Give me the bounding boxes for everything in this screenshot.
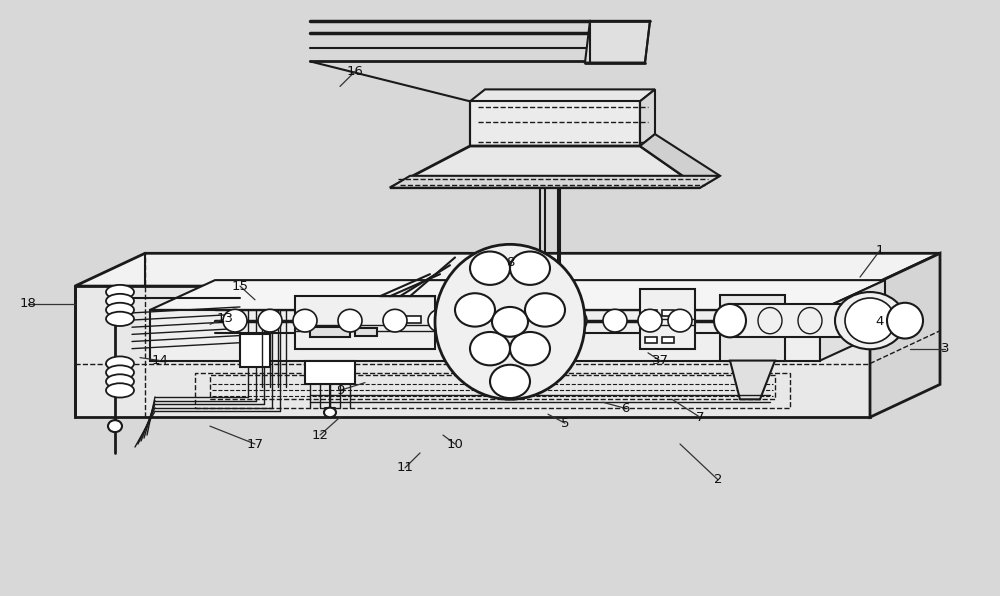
Polygon shape xyxy=(150,280,885,310)
Ellipse shape xyxy=(106,356,134,371)
Polygon shape xyxy=(75,253,940,286)
Bar xyxy=(385,316,401,323)
Ellipse shape xyxy=(428,309,452,332)
Ellipse shape xyxy=(106,285,134,299)
Bar xyxy=(720,295,785,361)
Polygon shape xyxy=(470,101,640,146)
Polygon shape xyxy=(820,280,885,361)
Bar xyxy=(210,375,775,399)
Ellipse shape xyxy=(668,309,692,332)
Ellipse shape xyxy=(845,298,895,343)
Text: 2: 2 xyxy=(714,473,722,486)
Ellipse shape xyxy=(106,374,134,389)
Ellipse shape xyxy=(108,420,122,432)
Ellipse shape xyxy=(490,365,530,398)
Text: 13: 13 xyxy=(216,312,234,325)
Ellipse shape xyxy=(525,293,565,327)
Bar xyxy=(645,337,657,343)
Bar xyxy=(305,361,355,384)
Ellipse shape xyxy=(638,309,662,332)
Bar xyxy=(310,327,350,337)
Ellipse shape xyxy=(106,294,134,308)
Bar xyxy=(562,293,576,299)
Ellipse shape xyxy=(473,309,497,332)
Ellipse shape xyxy=(510,332,550,365)
Text: 17: 17 xyxy=(246,437,264,451)
Ellipse shape xyxy=(492,307,528,337)
Text: 9: 9 xyxy=(336,384,344,397)
Polygon shape xyxy=(150,310,820,361)
Text: 12: 12 xyxy=(312,429,328,442)
Bar xyxy=(645,310,657,316)
Text: 7: 7 xyxy=(696,411,704,424)
Bar xyxy=(545,293,559,299)
Ellipse shape xyxy=(324,408,336,417)
Text: 8: 8 xyxy=(506,256,514,269)
Bar xyxy=(640,289,695,349)
Text: 14: 14 xyxy=(152,354,168,367)
Bar xyxy=(482,293,496,299)
Text: 18: 18 xyxy=(20,297,36,311)
Ellipse shape xyxy=(510,252,550,285)
Text: 4: 4 xyxy=(876,315,884,328)
Ellipse shape xyxy=(223,309,247,332)
Polygon shape xyxy=(390,176,720,188)
Ellipse shape xyxy=(383,309,407,332)
Bar xyxy=(295,296,435,349)
Ellipse shape xyxy=(455,293,495,327)
Ellipse shape xyxy=(603,309,627,332)
Polygon shape xyxy=(585,21,650,63)
Polygon shape xyxy=(640,89,655,146)
Ellipse shape xyxy=(338,309,362,332)
Ellipse shape xyxy=(470,332,510,365)
Ellipse shape xyxy=(563,309,587,332)
Ellipse shape xyxy=(887,303,923,339)
Text: 5: 5 xyxy=(561,417,569,430)
Text: 16: 16 xyxy=(347,65,363,78)
Text: 6: 6 xyxy=(621,402,629,415)
Bar xyxy=(355,328,377,336)
Ellipse shape xyxy=(106,383,134,398)
Ellipse shape xyxy=(106,312,134,326)
Bar xyxy=(405,316,421,323)
Ellipse shape xyxy=(835,292,905,349)
Ellipse shape xyxy=(889,304,921,337)
Bar xyxy=(662,310,674,316)
Ellipse shape xyxy=(258,309,282,332)
Polygon shape xyxy=(870,253,940,417)
Text: 37: 37 xyxy=(652,354,668,367)
Bar xyxy=(464,293,478,299)
Bar xyxy=(662,337,674,343)
Text: 10: 10 xyxy=(447,437,463,451)
Polygon shape xyxy=(640,134,720,188)
Ellipse shape xyxy=(470,252,510,285)
Ellipse shape xyxy=(106,303,134,317)
Ellipse shape xyxy=(106,365,134,380)
Text: 3: 3 xyxy=(941,342,949,355)
Polygon shape xyxy=(470,89,655,101)
Text: 11: 11 xyxy=(396,461,414,474)
Text: 15: 15 xyxy=(232,280,248,293)
Ellipse shape xyxy=(435,244,585,399)
Bar xyxy=(730,304,905,337)
Text: 1: 1 xyxy=(876,244,884,257)
Bar xyxy=(240,334,270,367)
Polygon shape xyxy=(390,146,700,188)
Ellipse shape xyxy=(293,309,317,332)
Polygon shape xyxy=(730,361,775,399)
Polygon shape xyxy=(75,286,870,417)
Bar xyxy=(195,372,790,408)
Ellipse shape xyxy=(714,304,746,337)
